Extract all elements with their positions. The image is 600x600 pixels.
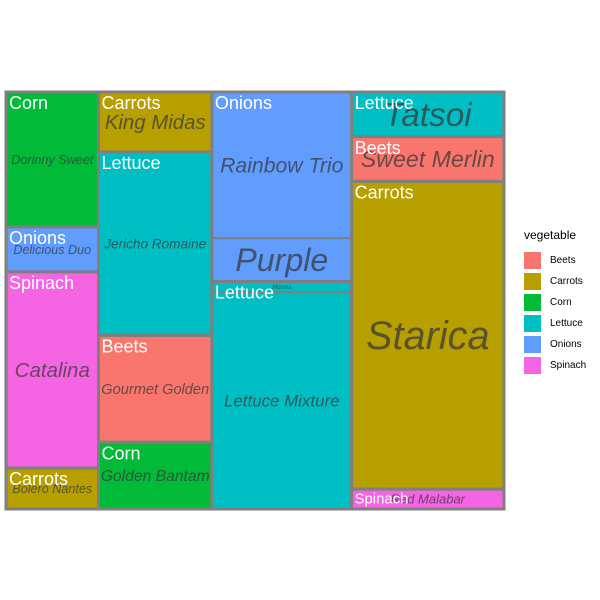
variety-label: Mizuna (272, 285, 292, 291)
legend-item-carrots: Carrots (524, 271, 586, 292)
group-label: Spinach (355, 491, 409, 507)
variety-label: Gourmet Golden (101, 382, 209, 398)
variety-label: Jericho Romaine (103, 237, 206, 252)
legend-label: Onions (550, 339, 582, 350)
group-label: Onions (9, 228, 66, 248)
legend-item-spinach: Spinach (524, 355, 586, 376)
legend-swatch (524, 315, 541, 332)
variety-label: Dorinny Sweet (11, 153, 93, 167)
variety-label: Rainbow Trio (220, 155, 343, 178)
variety-label: Golden Bantam (101, 468, 210, 485)
variety-label: Bolero Nantes (12, 482, 93, 496)
legend-swatch (524, 336, 541, 353)
legend-label: Carrots (550, 276, 583, 287)
group-label: Beets (355, 138, 401, 158)
group-label: Carrots (355, 182, 414, 202)
legend-swatch (524, 294, 541, 311)
legend-swatch (524, 357, 541, 374)
tile-dorinny-sweet (5, 91, 100, 228)
legend-title: vegetable (524, 228, 577, 242)
group-label: Lettuce (355, 93, 414, 113)
group-label: Carrots (102, 93, 161, 113)
legend-item-corn: Corn (524, 292, 586, 313)
legend-item-lettuce: Lettuce (524, 313, 586, 334)
legend-label: Corn (550, 297, 572, 308)
group-label: Onions (215, 93, 272, 113)
group-label: Lettuce (215, 283, 274, 303)
variety-label: Purple (235, 242, 328, 278)
tile-lettuce-mixture (210, 291, 353, 510)
group-label: Spinach (9, 273, 74, 293)
legend-label: Beets (550, 255, 576, 266)
group-label: Corn (9, 93, 48, 113)
legend: vegetable Beets Carrots Corn Lettuce Onions S… (524, 228, 586, 376)
group-label: Carrots (9, 469, 68, 489)
variety-label: Starica (366, 314, 490, 358)
variety-label: Sweet Merlin (361, 146, 495, 172)
group-label: Lettuce (102, 153, 161, 173)
group-label: Corn (102, 443, 141, 463)
variety-label: Delicious Duo (13, 243, 91, 257)
variety-label: Catalina (15, 359, 90, 382)
treemap-border (4, 90, 506, 511)
tile-rainbow-trio (210, 91, 353, 240)
variety-label: King Midas (105, 112, 206, 134)
variety-label: Red Malabar (391, 492, 466, 507)
tile-catalina (5, 270, 100, 470)
legend-swatch (524, 273, 541, 290)
variety-label: Tatsoi (384, 97, 473, 134)
legend-item-onions: Onions (524, 334, 586, 355)
variety-label: Lettuce Mixture (224, 392, 339, 411)
group-label: Beets (102, 337, 148, 357)
legend-label: Spinach (550, 360, 587, 371)
legend-item-beets: Beets (524, 250, 586, 271)
legend-swatch (524, 252, 541, 269)
legend-label: Lettuce (550, 318, 583, 329)
